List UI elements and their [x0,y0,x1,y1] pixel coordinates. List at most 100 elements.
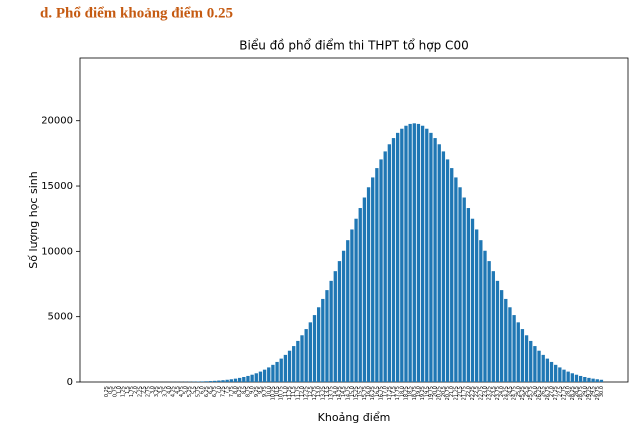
bar [233,378,238,382]
x-tick-label: 0.25 [104,386,110,397]
x-tick-label: 11.5 [291,386,297,397]
x-tick-label: 27.5 [557,386,563,397]
bar [578,375,583,382]
x-tick-label: 15.5 [358,386,364,397]
bar [217,380,221,382]
x-tick-label: 20.5 [441,386,447,397]
bar [516,322,520,382]
y-tick-label: 20000 [41,116,73,127]
bar [308,322,312,382]
x-tick-label: 1.0 [117,386,123,394]
x-tick-label: 18.5 [408,386,414,397]
x-tick-label: 12.5 [308,386,314,397]
bar [595,379,599,382]
bar [267,367,271,382]
bar [475,229,479,382]
y-tick-label: 15000 [41,181,73,192]
bar [487,261,491,382]
x-tick-label: 27.0 [549,386,555,397]
x-tick-label: 11.75 [295,386,301,400]
x-tick-label: 8.25 [237,386,243,397]
x-tick-label: 13.5 [324,386,330,397]
bar [296,340,300,382]
x-tick-label: 10.75 [279,386,285,400]
bar [587,377,591,382]
x-tick-label: 10.25 [270,386,276,400]
x-tick-label: 9.25 [254,386,260,397]
x-tick-label: 17.5 [391,386,397,397]
bar [508,307,512,382]
bar [354,218,358,382]
x-tick-label: 5.25 [187,386,193,397]
x-tick-label: 2.5 [141,386,147,394]
bar [341,250,346,382]
bar [200,381,204,382]
bar [466,208,471,382]
bar [350,229,354,382]
x-tick-label: 6.75 [212,386,218,397]
bar [483,250,487,382]
x-tick-label: 11.25 [287,386,293,400]
x-tick-label: 24.25 [503,386,509,400]
x-tick-label: 11.0 [283,386,289,397]
bar [429,132,433,382]
x-tick-label: 22.75 [478,386,484,400]
x-tick-label: 15.0 [349,386,355,397]
bar [329,280,333,382]
bar [554,364,558,382]
x-tick-label: 6.25 [204,386,210,397]
x-tick-label: 18.0 [399,386,405,397]
x-tick-label: 6.0 [200,386,206,394]
x-tick-label: 28.25 [570,386,576,400]
x-tick-label: 2.0 [133,386,139,394]
bar [387,144,392,382]
x-tick-label: 22.0 [466,386,472,397]
bar [304,329,308,382]
bar [570,373,574,382]
x-tick-label: 29.5 [591,386,597,397]
x-tick-label: 1.25 [121,386,127,397]
x-tick-label: 20.75 [445,386,451,400]
bar [420,125,425,383]
bar [346,240,350,382]
x-tick-label: 29.25 [586,386,592,400]
x-tick-label: 19.5 [424,386,430,397]
bar [312,315,317,382]
bar [537,350,541,382]
x-tick-label: 28.0 [566,386,572,397]
x-tick-label: 18.25 [403,386,409,400]
heading: d. Phổ điểm khoảng điểm 0.25 [40,5,233,21]
x-tick-label: 25.5 [524,386,530,397]
x-tick-label: 3.75 [162,386,168,397]
x-tick-label: 1.5 [125,386,131,394]
x-tick-label: 23.75 [495,386,501,400]
bar [499,290,504,382]
x-tick-label: 19.75 [428,386,434,400]
bar [441,151,446,382]
x-tick-label: 8.0 [233,386,239,394]
bar [454,177,458,382]
bar [504,298,508,382]
x-tick-label: 1.75 [129,386,135,397]
x-tick-label: 23.0 [482,386,488,397]
x-tick-label: 14.5 [341,386,347,397]
bar [213,380,217,382]
bar [433,138,437,382]
x-tick-label: 25.75 [528,386,534,400]
bar [491,271,495,382]
x-tick-label: 16.5 [374,386,380,397]
x-tick-label: 17.0 [383,386,389,397]
x-tick-label: 12.25 [304,386,310,400]
bar [549,361,554,382]
bar [271,364,275,382]
chart-title: Biểu đồ phổ điểm thi THPT tổ hợp C00 [239,39,468,53]
x-tick-label: 16.25 [370,386,376,400]
x-tick-label: 27.25 [553,386,559,400]
x-tick-label: 7.75 [229,386,235,397]
x-tick-label: 3.5 [158,386,164,394]
x-tick-label: 16.0 [366,386,372,397]
x-tick-label: 6.5 [208,386,214,394]
y-axis-label: Số lượng học sinh [27,171,40,268]
bar [524,335,529,382]
bar [242,376,246,382]
